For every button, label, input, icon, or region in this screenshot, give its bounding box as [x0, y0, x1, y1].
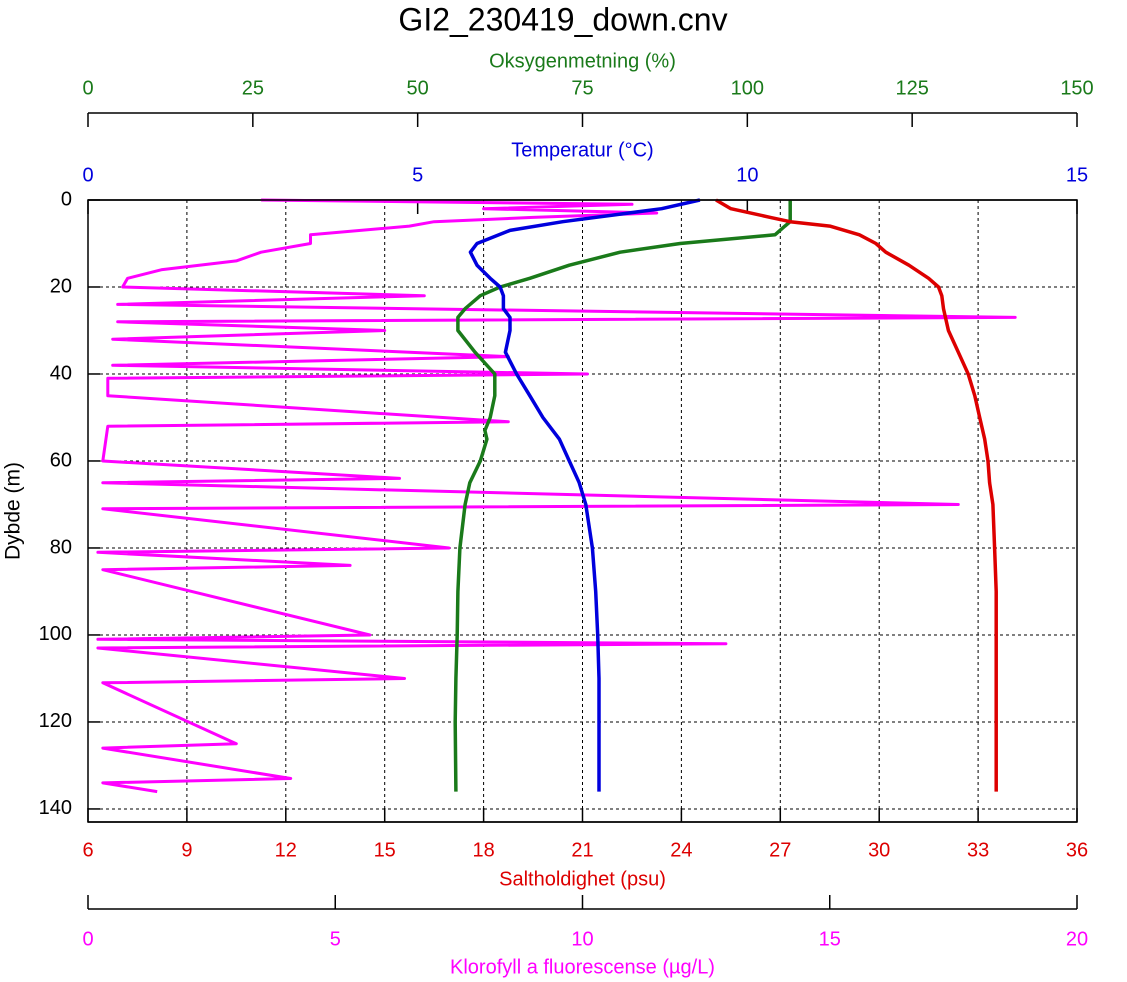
- x-tick-label: 18: [472, 839, 494, 861]
- x-tick-label: 0: [82, 77, 93, 99]
- x-tick-label: 9: [181, 839, 192, 861]
- y-axis-label: Dybde (m): [2, 462, 25, 560]
- x-tick-label: 125: [895, 77, 928, 99]
- x-tick-label: 12: [275, 839, 297, 861]
- x-tick-label: 150: [1060, 77, 1093, 99]
- x-axis-label: Klorofyll a fluorescense (µg/L): [450, 956, 715, 978]
- x-tick-label: 0: [82, 164, 93, 186]
- y-tick-label: 140: [39, 797, 72, 819]
- x-tick-label: 50: [407, 77, 429, 99]
- y-tick-label: 100: [39, 623, 72, 645]
- x-tick-label: 15: [374, 839, 396, 861]
- x-axis-label: Oksygenmetning (%): [489, 50, 676, 72]
- x-tick-label: 10: [571, 928, 593, 950]
- plot-frame: [87, 199, 1078, 823]
- y-tick-label: 20: [50, 275, 72, 297]
- x-tick-label: 33: [967, 839, 989, 861]
- x-tick-label: 27: [769, 839, 791, 861]
- x-tick-label: 25: [242, 77, 264, 99]
- x-axis-label: Saltholdighet (psu): [499, 868, 666, 890]
- x-tick-label: 6: [82, 839, 93, 861]
- chart-title: GI2_230419_down.cnv: [398, 1, 727, 37]
- profile-line: [453, 200, 792, 792]
- x-tick-label: 5: [412, 164, 423, 186]
- y-tick-label: 0: [61, 188, 72, 210]
- x-tick-label: 21: [571, 839, 593, 861]
- profile-line: [468, 198, 701, 792]
- profile-line: [96, 198, 1017, 794]
- x-tick-label: 15: [1066, 164, 1088, 186]
- y-tick-label: 60: [50, 449, 72, 471]
- x-tick-label: 24: [670, 839, 692, 861]
- y-tick-label: 80: [50, 536, 72, 558]
- x-tick-label: 5: [330, 928, 341, 950]
- x-tick-label: 30: [868, 839, 890, 861]
- x-tick-label: 75: [571, 77, 593, 99]
- profile-line: [715, 198, 998, 792]
- x-tick-label: 20: [1066, 928, 1088, 950]
- x-tick-label: 10: [736, 164, 758, 186]
- x-tick-label: 36: [1066, 839, 1088, 861]
- x-tick-label: 0: [82, 928, 93, 950]
- x-tick-label: 15: [819, 928, 841, 950]
- y-tick-label: 40: [50, 362, 72, 384]
- x-tick-label: 100: [731, 77, 764, 99]
- y-tick-label: 120: [39, 710, 72, 732]
- x-axis-label: Temperatur (°C): [511, 139, 653, 161]
